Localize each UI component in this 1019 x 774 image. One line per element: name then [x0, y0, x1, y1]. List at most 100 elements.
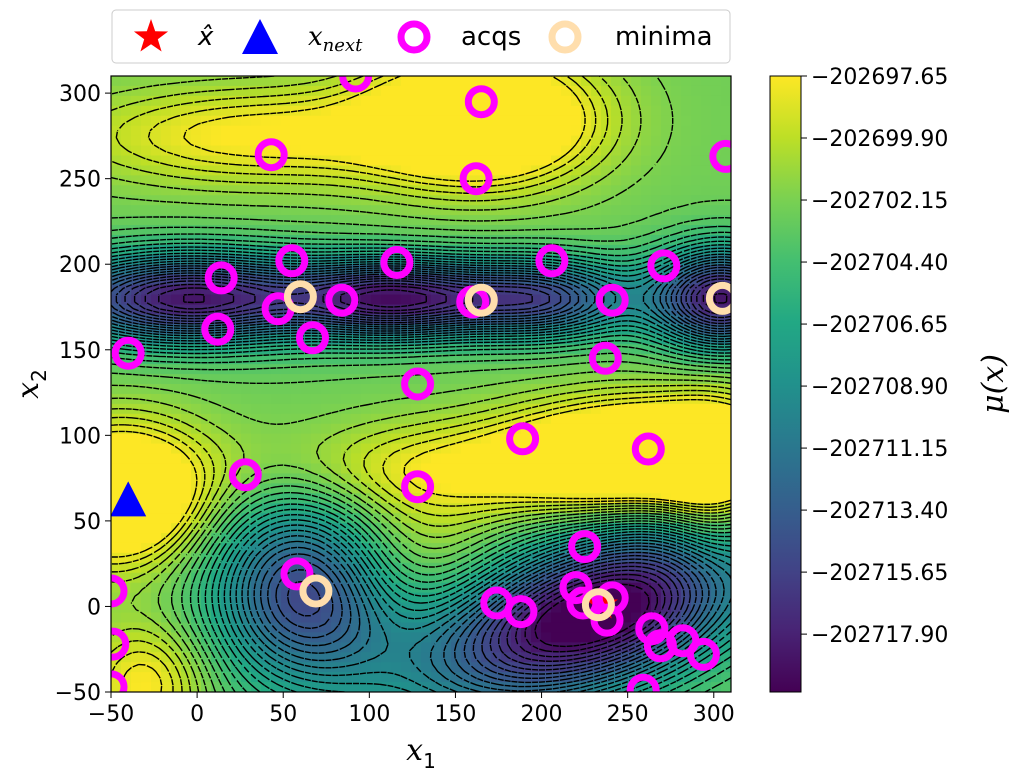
heatmap-cell: [541, 284, 552, 296]
heatmap-cell: [431, 165, 442, 176]
heatmap-cell: [311, 493, 322, 504]
heatmap-cell: [471, 234, 482, 246]
heatmap-cell: [641, 115, 652, 127]
heatmap-cell: [321, 374, 332, 385]
heatmap-cell: [451, 95, 462, 107]
heatmap-cell: [161, 284, 172, 296]
heatmap-cell: [131, 195, 142, 206]
heatmap-cell: [711, 483, 722, 494]
heatmap-cell: [471, 493, 482, 504]
heatmap-cell: [271, 463, 282, 475]
heatmap-cell: [211, 463, 222, 475]
heatmap-cell: [171, 453, 182, 465]
heatmap-cell: [451, 364, 462, 375]
heatmap-cell: [201, 304, 212, 316]
heatmap-cell: [181, 602, 192, 614]
heatmap-cell: [591, 632, 602, 643]
heatmap-cell: [291, 135, 302, 147]
heatmap-cell: [351, 513, 362, 524]
heatmap-cell: [621, 433, 632, 445]
heatmap-cell: [251, 314, 262, 325]
heatmap-cell: [681, 115, 692, 127]
heatmap-cell: [621, 384, 632, 395]
heatmap-cell: [371, 294, 382, 306]
heatmap-cell: [521, 264, 532, 276]
heatmap-cell: [421, 612, 432, 624]
heatmap-cell: [681, 523, 692, 534]
heatmap-cell: [631, 95, 642, 107]
heatmap-cell: [691, 463, 702, 475]
heatmap-cell: [671, 185, 682, 196]
heatmap-cell: [581, 185, 592, 196]
heatmap-cell: [161, 135, 172, 147]
heatmap-cell: [561, 384, 572, 395]
heatmap-cell: [151, 185, 162, 196]
heatmap-cell: [241, 443, 252, 455]
heatmap-cell: [541, 453, 552, 465]
heatmap-cell: [651, 76, 662, 87]
heatmap-cell: [631, 76, 642, 87]
heatmap-cell: [551, 582, 562, 594]
heatmap-cell: [401, 165, 412, 176]
heatmap-cell: [441, 632, 452, 643]
heatmap-cell: [631, 244, 642, 256]
heatmap-cell: [111, 125, 122, 137]
heatmap-cell: [381, 652, 392, 663]
heatmap-cell: [541, 334, 552, 345]
heatmap-cell: [111, 473, 122, 484]
colorbar-tick-label: −202704.40: [811, 251, 948, 276]
heatmap-cell: [471, 195, 482, 206]
x-axis-title-main: x: [406, 733, 423, 768]
minima-point: [705, 281, 731, 315]
heatmap-cell: [141, 254, 152, 266]
heatmap-cell: [281, 463, 292, 475]
heatmap-cell: [531, 264, 542, 276]
x-tick-label: 100: [348, 702, 390, 727]
contour-line: [111, 256, 731, 692]
heatmap-cell: [151, 393, 162, 405]
heatmap-cell: [701, 423, 712, 435]
heatmap-cell: [621, 354, 632, 365]
heatmap-cell: [231, 433, 242, 445]
heatmap-cell: [581, 364, 592, 375]
heatmap-cell: [531, 463, 542, 475]
heatmap-cell: [611, 254, 622, 266]
heatmap-cell: [281, 205, 292, 216]
heatmap-cell: [531, 145, 542, 157]
heatmap-cell: [471, 244, 482, 256]
heatmap-cell: [571, 165, 582, 176]
heatmap-cell: [311, 533, 322, 544]
heatmap-cell: [301, 85, 312, 97]
heatmap-cell: [161, 95, 172, 107]
heatmap-cell: [561, 115, 572, 127]
heatmap-cell: [311, 105, 322, 117]
heatmap-cell: [331, 542, 342, 554]
heatmap-cell: [651, 95, 662, 107]
heatmap-cell: [451, 453, 462, 465]
heatmap-cell: [651, 195, 662, 206]
heatmap-cell: [371, 354, 382, 365]
heatmap-cell: [251, 85, 262, 97]
heatmap-cell: [491, 662, 502, 673]
heatmap-cell: [601, 225, 612, 236]
heatmap-cell: [671, 662, 682, 673]
heatmap-cell: [361, 642, 372, 653]
heatmap-cell: [411, 105, 422, 117]
acq-point: [631, 432, 665, 466]
heatmap-cell: [451, 215, 462, 226]
heatmap-cell: [121, 165, 132, 176]
heatmap-cell: [661, 105, 672, 117]
heatmap-cell: [261, 364, 272, 375]
heatmap-cell: [451, 244, 462, 256]
heatmap-cell: [131, 463, 142, 475]
heatmap-cell: [721, 284, 731, 296]
heatmap-cell: [621, 423, 632, 435]
heatmap-cell: [491, 374, 502, 385]
heatmap-cell: [121, 523, 132, 534]
heatmap-cell: [481, 523, 492, 534]
heatmap-cell: [481, 145, 492, 157]
heatmap-cell: [471, 642, 482, 653]
heatmap-cell: [581, 145, 592, 157]
heatmap-cell: [511, 493, 522, 504]
